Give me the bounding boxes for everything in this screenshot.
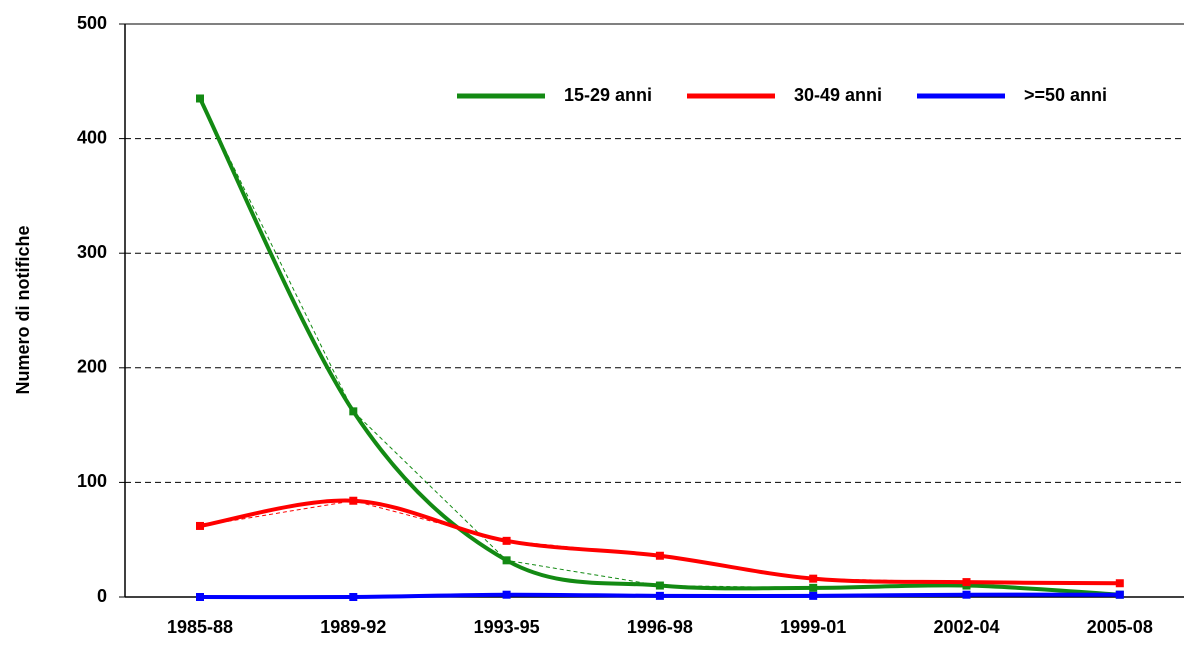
marker	[655, 591, 664, 600]
legend-label: 15-29 anni	[564, 85, 652, 105]
marker	[349, 593, 358, 601]
y-axis-title: Numero di notifiche	[13, 225, 33, 394]
marker	[349, 407, 358, 416]
marker	[502, 536, 511, 545]
marker	[196, 94, 204, 103]
marker	[196, 521, 204, 530]
y-tick-label: 300	[77, 242, 107, 262]
legend-label: >=50 anni	[1024, 85, 1107, 105]
marker	[502, 556, 511, 565]
x-tick-label: 1999-01	[780, 617, 846, 637]
series-line	[199, 98, 1120, 596]
x-tick-label: 1985-88	[167, 617, 233, 637]
y-tick-label: 100	[77, 471, 107, 491]
series-line	[199, 500, 1120, 584]
marker	[349, 496, 358, 505]
marker	[809, 574, 818, 583]
x-tick-label: 1989-92	[320, 617, 386, 637]
marker	[809, 591, 818, 600]
legend-label: 30-49 anni	[794, 85, 882, 105]
marker	[502, 590, 511, 599]
y-tick-label: 0	[97, 586, 107, 606]
x-tick-label: 1996-98	[627, 617, 693, 637]
marker	[655, 581, 664, 590]
marker	[962, 578, 971, 587]
trend-line	[199, 498, 1120, 586]
x-tick-label: 1993-95	[474, 617, 540, 637]
x-tick-label: 2002-04	[933, 617, 999, 637]
marker	[655, 551, 664, 560]
y-tick-label: 500	[77, 13, 107, 33]
marker	[196, 593, 204, 601]
marker	[1115, 590, 1124, 599]
trend-line	[198, 97, 1120, 597]
y-tick-label: 200	[77, 357, 107, 377]
marker	[1115, 579, 1124, 588]
marker	[962, 590, 971, 599]
y-tick-label: 400	[77, 127, 107, 147]
x-tick-label: 2005-08	[1087, 617, 1153, 637]
marker	[809, 583, 818, 592]
